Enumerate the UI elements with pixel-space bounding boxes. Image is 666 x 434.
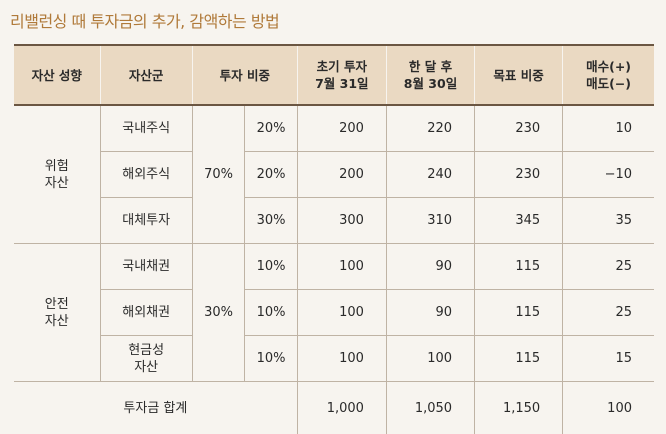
initial-cell: 100 [296, 335, 387, 382]
after-cell: 90 [385, 243, 475, 290]
after-cell: 90 [385, 289, 475, 336]
header-weight: 투자 비중 [191, 44, 298, 106]
header-target: 목표 비중 [474, 44, 563, 106]
target-cell: 115 [474, 243, 563, 290]
after-cell: 220 [385, 105, 475, 152]
table-row: 해외주식 20% 200 240 230 −10 [14, 151, 654, 198]
category-cell: 안전 자산 [14, 243, 101, 382]
group-weight-cell: 70% [191, 105, 245, 244]
weight-cell: 10% [244, 289, 298, 336]
total-row: 투자금 합계 1,000 1,050 1,150 100 [14, 381, 654, 434]
initial-cell: 100 [296, 243, 387, 290]
target-cell: 345 [474, 197, 563, 244]
total-initial: 1,000 [296, 381, 387, 434]
target-cell: 115 [474, 335, 563, 382]
category-cell: 위험 자산 [14, 105, 101, 244]
trade-cell: −10 [562, 151, 654, 198]
initial-cell: 100 [296, 289, 387, 336]
total-after: 1,050 [385, 381, 475, 434]
trade-cell: 10 [562, 105, 654, 152]
document-title: 리밸런싱 때 투자금의 추가, 감액하는 방법 [10, 12, 280, 31]
weight-cell: 10% [244, 243, 298, 290]
initial-cell: 200 [296, 105, 387, 152]
header-category: 자산 성향 [14, 44, 101, 106]
header-row: 자산 성향 자산군 투자 비중 초기 투자 7월 31일 한 달 후 8월 30일 … [14, 44, 654, 106]
target-cell: 115 [474, 289, 563, 336]
after-cell: 100 [385, 335, 475, 382]
group-weight-cell: 30% [191, 243, 245, 382]
table-row: 안전 자산 국내채권 30% 10% 100 90 115 25 [14, 243, 654, 382]
trade-cell: 35 [562, 197, 654, 244]
table-row: 해외채권 10% 100 90 115 25 [14, 289, 654, 336]
header-initial: 초기 투자 7월 31일 [296, 44, 387, 106]
target-cell: 230 [474, 151, 563, 198]
after-cell: 240 [385, 151, 475, 198]
weight-cell: 10% [244, 335, 298, 382]
weight-cell: 20% [244, 151, 298, 198]
header-after: 한 달 후 8월 30일 [385, 44, 475, 106]
trade-cell: 15 [562, 335, 654, 382]
initial-cell: 300 [296, 197, 387, 244]
total-label: 투자금 합계 [14, 381, 298, 434]
weight-cell: 20% [244, 105, 298, 152]
after-cell: 310 [385, 197, 475, 244]
asset-cell: 해외주식 [99, 151, 193, 198]
header-trade: 매수(+) 매도(−) [562, 44, 654, 106]
asset-cell: 해외채권 [99, 289, 193, 336]
table-row: 현금성 자산 10% 100 100 115 15 [14, 335, 654, 382]
trade-cell: 25 [562, 243, 654, 290]
asset-cell: 국내채권 [99, 243, 193, 290]
header-asset: 자산군 [99, 44, 193, 106]
initial-cell: 200 [296, 151, 387, 198]
table-row: 위험 자산 국내주식 70% 20% 200 220 230 10 [14, 105, 654, 244]
asset-cell: 현금성 자산 [99, 335, 193, 382]
table-row: 대체투자 30% 300 310 345 35 [14, 197, 654, 244]
trade-cell: 25 [562, 289, 654, 336]
total-target: 1,150 [474, 381, 563, 434]
weight-cell: 30% [244, 197, 298, 244]
rebalancing-table: 자산 성향 자산군 투자 비중 초기 투자 7월 31일 한 달 후 8월 30일 … [14, 44, 654, 434]
target-cell: 230 [474, 105, 563, 152]
total-trade: 100 [562, 381, 654, 434]
asset-cell: 대체투자 [99, 197, 193, 244]
asset-cell: 국내주식 [99, 105, 193, 152]
